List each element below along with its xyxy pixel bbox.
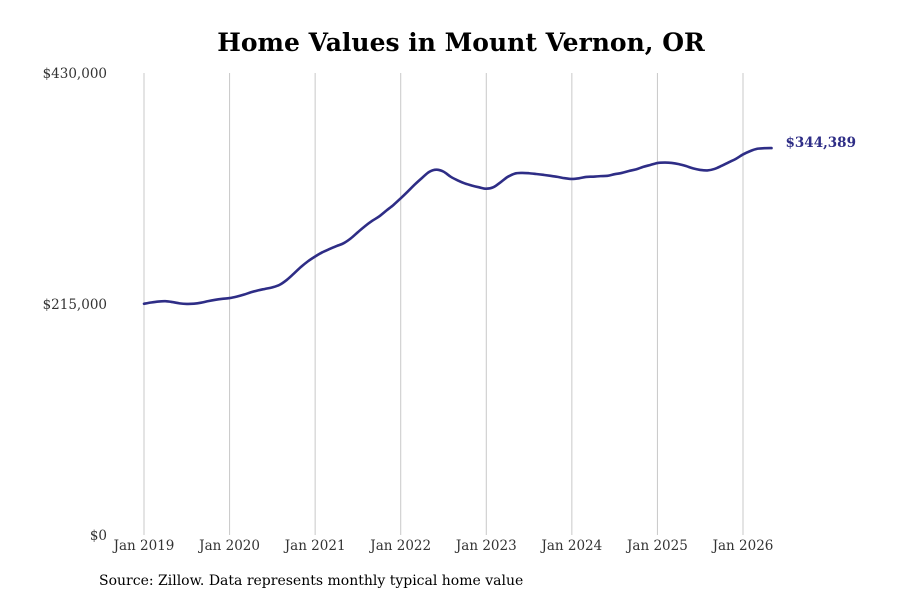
y-tick-label: $430,000	[43, 66, 107, 82]
x-tick-label: Jan 2021	[283, 538, 346, 554]
y-tick-label: $215,000	[43, 297, 107, 313]
x-tick-label: Jan 2024	[539, 538, 602, 554]
end-value-label: $344,389	[786, 135, 856, 151]
source-note: Source: Zillow. Data represents monthly …	[99, 573, 524, 589]
x-axis-ticks: Jan 2019 Jan 2020 Jan 2021 Jan 2022 Jan 2023…	[112, 538, 774, 554]
chart-title: Home Values in Mount Vernon, OR	[217, 28, 705, 57]
x-tick-label: Jan 2026	[711, 538, 774, 554]
x-tick-label: Jan 2019	[112, 538, 175, 554]
series-line	[142, 146, 773, 306]
y-axis-ticks: $0 $215,000 $430,000	[43, 66, 107, 544]
x-tick-label: Jan 2020	[197, 538, 260, 554]
x-tick-label: Jan 2025	[625, 538, 688, 554]
x-tick-label: Jan 2022	[368, 538, 431, 554]
x-tick-label: Jan 2023	[454, 538, 517, 554]
series-layer	[142, 146, 773, 306]
gridlines	[143, 73, 744, 535]
y-tick-label: $0	[90, 528, 107, 544]
